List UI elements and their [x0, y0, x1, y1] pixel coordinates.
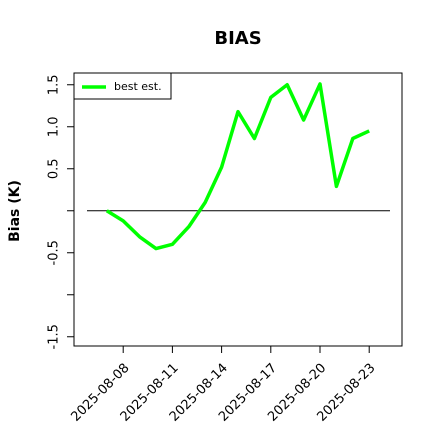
chart-title: BIAS: [214, 28, 261, 49]
y-axis-title: Bias (K): [7, 180, 23, 242]
y-tick-label: 0.5: [47, 158, 62, 179]
legend-label: best est.: [114, 80, 162, 93]
y-tick-label: -1.5: [47, 324, 62, 349]
plot-box: [73, 72, 403, 347]
data-line: [105, 82, 370, 251]
y-tick-label: -0.5: [47, 240, 62, 265]
y-tick-label: 1.5: [47, 74, 62, 95]
y-tick-label: 1.0: [47, 116, 62, 137]
